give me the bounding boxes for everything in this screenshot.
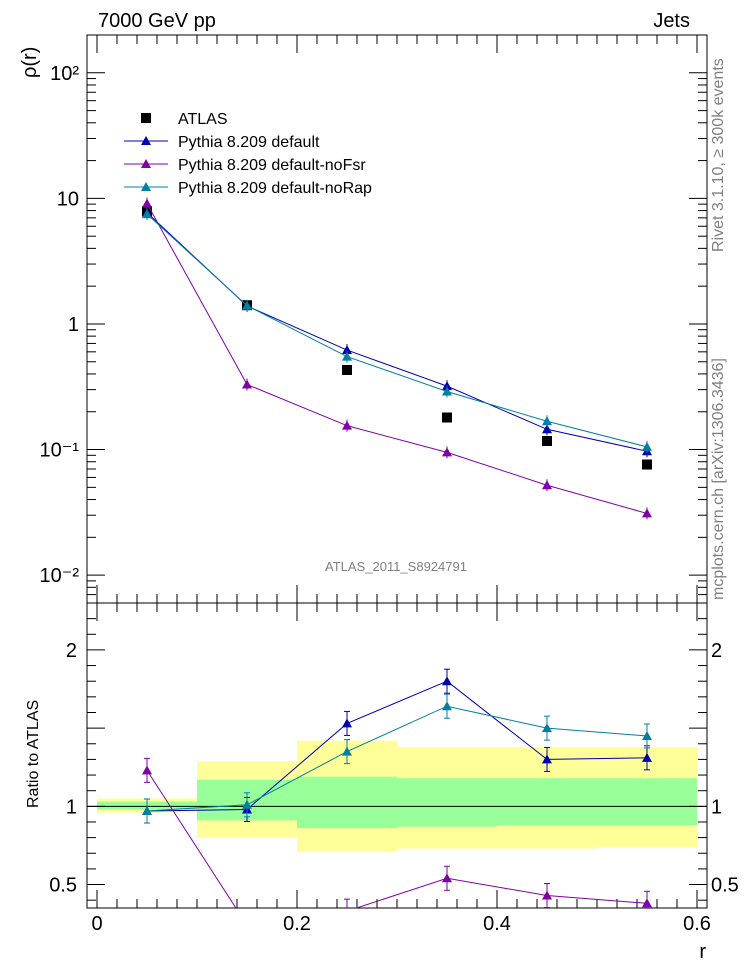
data-point-atlas bbox=[542, 435, 552, 446]
data-point-3 bbox=[642, 441, 652, 451]
data-point-2 bbox=[342, 420, 352, 430]
data-point-3 bbox=[342, 351, 352, 361]
ratio-series-group bbox=[142, 668, 652, 929]
ratio-y-tick-label-right: 0.5 bbox=[711, 875, 739, 897]
header-left-label: 7000 GeV pp bbox=[98, 10, 216, 32]
legend-label: Pythia 8.209 default bbox=[178, 134, 320, 151]
main-y-tick-label: 10⁻¹ bbox=[40, 440, 80, 462]
data-point-3 bbox=[142, 209, 152, 219]
legend-label: Pythia 8.209 default-noFsr bbox=[178, 157, 366, 174]
legend-marker bbox=[141, 136, 151, 145]
legend-marker-atlas bbox=[141, 113, 151, 123]
x-tick-label: 0.2 bbox=[283, 913, 311, 935]
mcplots-reference-label: mcplots.cern.ch [arXiv:1306.3436] bbox=[710, 358, 727, 600]
ratio-point-2 bbox=[542, 723, 552, 733]
main-y-tick-label: 10² bbox=[50, 63, 79, 85]
ratio-point-0 bbox=[442, 676, 452, 686]
legend-marker bbox=[141, 182, 151, 191]
data-point-2 bbox=[142, 198, 152, 208]
ratio-point-1 bbox=[142, 765, 152, 775]
ratio-point-1 bbox=[242, 920, 252, 929]
data-point-3 bbox=[442, 386, 452, 396]
series-line-3 bbox=[146, 213, 648, 448]
ratio-y-axis-label: Ratio to ATLAS bbox=[25, 700, 42, 808]
data-point-atlas bbox=[342, 365, 352, 376]
ratio-point-0 bbox=[542, 754, 552, 764]
ratio-y-tick-label: 2 bbox=[66, 640, 77, 662]
data-point-atlas bbox=[642, 459, 652, 470]
ratio-series-line-0 bbox=[146, 680, 648, 812]
ratio-point-1 bbox=[442, 873, 452, 883]
series-line-1 bbox=[146, 212, 648, 452]
ratio-point-2 bbox=[142, 806, 152, 816]
data-point-2 bbox=[242, 379, 252, 389]
ratio-point-1 bbox=[642, 898, 652, 908]
data-point-1 bbox=[542, 424, 552, 434]
legend-label: ATLAS bbox=[178, 111, 228, 128]
header-right-label: Jets bbox=[653, 10, 690, 32]
ratio-y-tick-label-right: 1 bbox=[711, 796, 722, 818]
analysis-watermark: ATLAS_2011_S8924791 bbox=[325, 559, 467, 574]
x-tick-label: 0.6 bbox=[683, 913, 711, 935]
ratio-point-1 bbox=[542, 890, 552, 900]
main-y-tick-label: 10 bbox=[57, 188, 79, 210]
main-y-tick-label: 1 bbox=[68, 314, 79, 336]
ratio-y-tick-label: 0.5 bbox=[49, 875, 77, 897]
ratio-point-0 bbox=[642, 752, 652, 762]
data-point-3 bbox=[542, 416, 552, 426]
ratio-point-2 bbox=[642, 730, 652, 740]
legend-marker bbox=[141, 159, 151, 168]
main-y-axis-label: ρ(r) bbox=[19, 47, 41, 78]
legend: ATLAS Pythia 8.209 default Pythia 8.209 de… bbox=[124, 111, 372, 197]
ratio-point-2 bbox=[442, 701, 452, 711]
ratio-series-line-1 bbox=[146, 770, 648, 908]
data-point-2 bbox=[542, 480, 552, 490]
ratio-point-2 bbox=[242, 799, 252, 809]
data-point-2 bbox=[442, 447, 452, 457]
ratio-band-green bbox=[497, 778, 597, 826]
x-tick-label: 0.4 bbox=[483, 913, 511, 935]
main-plot: 10⁻² 10⁻¹ 1 10 10² bbox=[40, 34, 708, 604]
rivet-version-label: Rivet 3.1.10, ≥ 300k events bbox=[710, 58, 727, 252]
series-line-2 bbox=[146, 203, 648, 514]
x-tick-label: 0 bbox=[91, 913, 102, 935]
ratio-point-2 bbox=[342, 746, 352, 756]
data-point-1 bbox=[342, 345, 352, 355]
ratio-point-1 bbox=[345, 906, 349, 908]
ratio-point-0 bbox=[342, 718, 352, 728]
ratio-band-green bbox=[297, 776, 397, 829]
ratio-y-tick-label: 1 bbox=[66, 796, 77, 818]
ratio-series-line-2 bbox=[146, 705, 648, 812]
ratio-y-tick-label-right: 2 bbox=[711, 640, 722, 662]
x-axis-label: r bbox=[699, 941, 706, 963]
data-point-2 bbox=[642, 508, 652, 518]
data-point-3 bbox=[242, 300, 252, 310]
ratio-band-green bbox=[397, 778, 497, 827]
legend-label: Pythia 8.209 default-noRap bbox=[178, 180, 372, 197]
ratio-band-green bbox=[597, 778, 697, 826]
ratio-plot: 0 0.2 0.4 0.60.5 0.51 12 2 bbox=[49, 602, 739, 935]
main-y-tick-label: 10⁻² bbox=[40, 565, 80, 587]
data-point-atlas bbox=[442, 412, 452, 423]
